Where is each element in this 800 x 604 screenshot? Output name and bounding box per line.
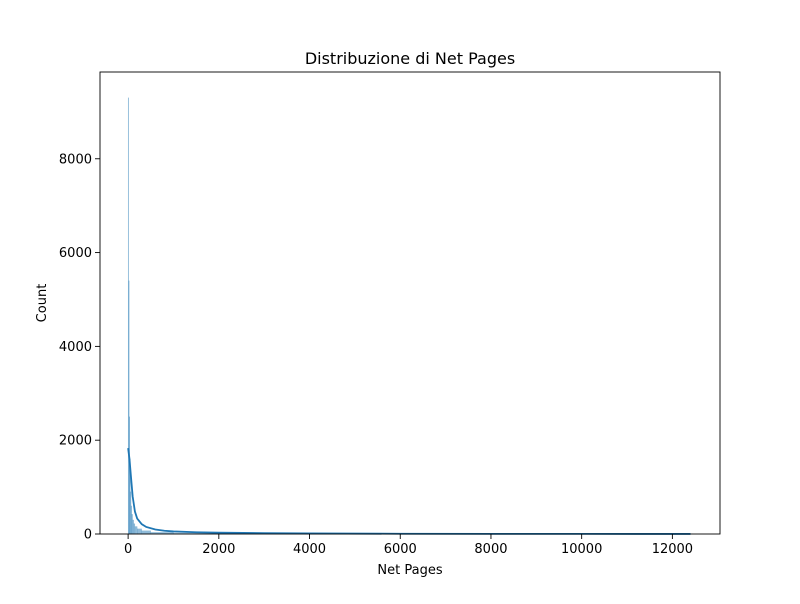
x-tick-label: 4000 (293, 542, 326, 557)
y-axis-label: Count (35, 284, 50, 323)
y-tick-label: 6000 (59, 246, 92, 261)
x-tick-label: 2000 (202, 542, 235, 557)
y-tick-label: 8000 (59, 152, 92, 167)
y-tick-label: 2000 (59, 434, 92, 449)
x-tick-label: 8000 (474, 542, 507, 557)
y-tick-label: 4000 (59, 340, 92, 355)
x-tick-label: 0 (124, 542, 132, 557)
histogram-bar (137, 529, 142, 534)
chart-title: Distribuzione di Net Pages (305, 49, 515, 68)
x-tick-label: 12000 (652, 542, 693, 557)
x-axis-label: Net Pages (377, 563, 442, 578)
histogram-bar (142, 531, 151, 534)
histogram-bar (134, 524, 135, 534)
histogram-bar (133, 520, 134, 534)
x-tick-label: 10000 (561, 542, 602, 557)
y-tick-label: 0 (84, 528, 92, 543)
histogram-bar (135, 526, 137, 534)
x-tick-label: 6000 (384, 542, 417, 557)
